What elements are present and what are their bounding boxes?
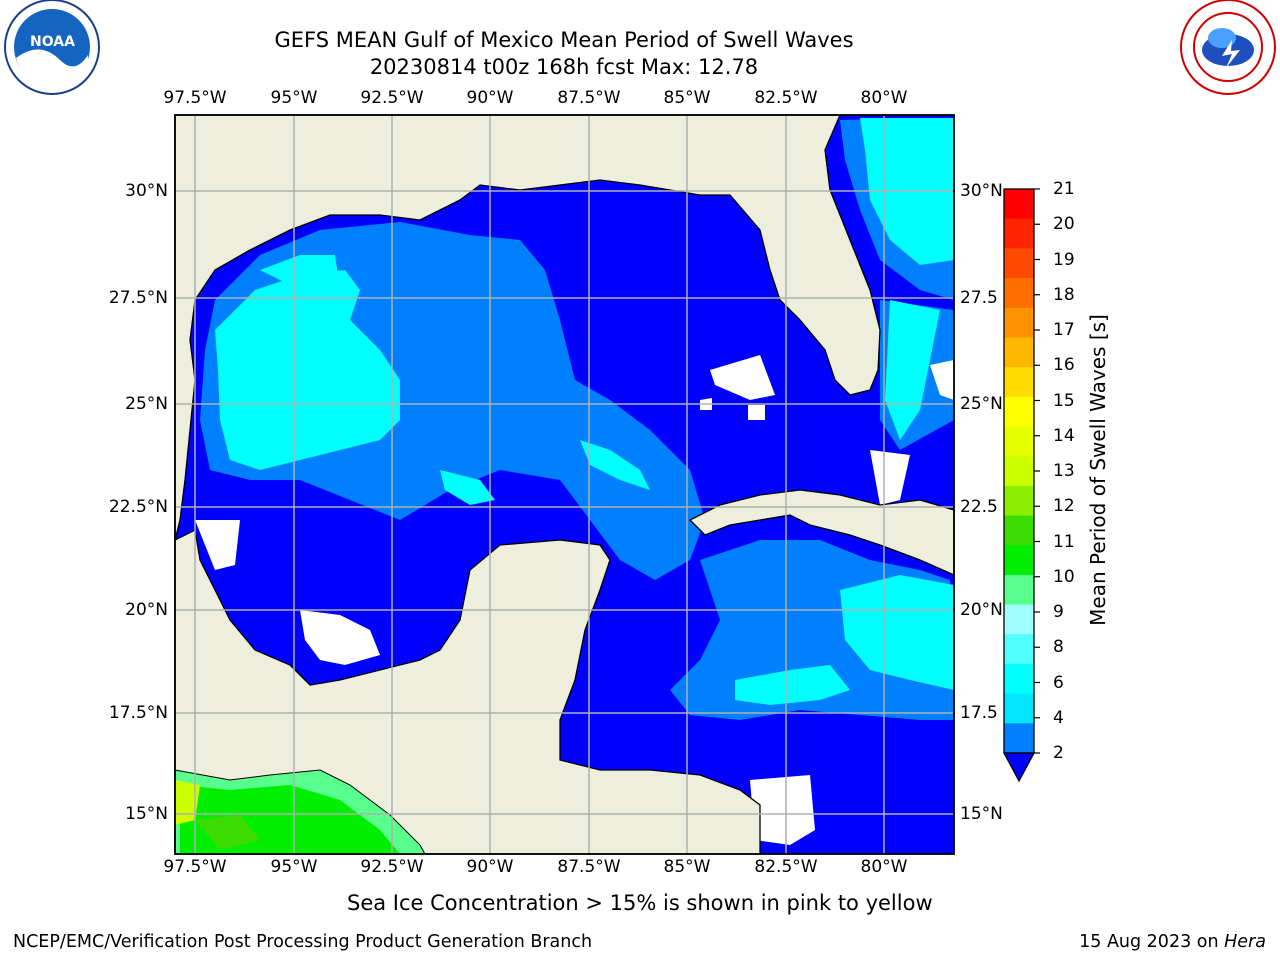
colorbar-tick-label: 13 bbox=[1053, 461, 1075, 481]
colorbar-swatch bbox=[1004, 515, 1034, 546]
colorbar-tick-label: 14 bbox=[1053, 425, 1075, 446]
colorbar-swatch bbox=[1004, 396, 1034, 427]
lat-label-left: 15°N bbox=[125, 804, 168, 824]
footer-credit: NCEP/EMC/Verification Post Processing Pr… bbox=[13, 932, 593, 952]
lat-label-right: 15°N bbox=[960, 804, 1003, 824]
chart-title: GEFS MEAN Gulf of Mexico Mean Period of … bbox=[274, 28, 854, 52]
lat-label-left: 22.5°N bbox=[108, 497, 168, 517]
lat-label-left: 25°N bbox=[125, 394, 168, 414]
lon-label-top: 87.5°W bbox=[557, 88, 621, 108]
colorbar-tick-label: 16 bbox=[1053, 355, 1075, 376]
colorbar-swatch bbox=[1004, 456, 1034, 487]
lon-label-top: 97.5°W bbox=[163, 88, 227, 108]
colorbar-swatch bbox=[1004, 307, 1034, 338]
colorbar-tick-label: 6 bbox=[1053, 672, 1064, 693]
colorbar-swatch bbox=[1004, 485, 1034, 517]
lon-label-top: 85°W bbox=[663, 88, 711, 108]
noaa-logo bbox=[4, 0, 100, 95]
colorbar-tick-label: 17 bbox=[1053, 320, 1075, 340]
colorbar-tick-label: 19 bbox=[1053, 249, 1075, 270]
lon-label-top: 92.5°W bbox=[360, 88, 424, 108]
lon-label-bottom: 97.5°W bbox=[163, 857, 227, 877]
colorbar-tick-label: 18 bbox=[1053, 284, 1075, 305]
lat-label-right: 20°N bbox=[960, 600, 1003, 620]
lon-label-bottom: 90°W bbox=[466, 857, 514, 877]
undefined-value-patches bbox=[195, 355, 954, 845]
nws-logo bbox=[1180, 0, 1276, 95]
lat-label-left: 20°N bbox=[125, 600, 168, 620]
colorbar-swatch bbox=[1004, 545, 1034, 576]
colorbar-swatch bbox=[1004, 278, 1034, 309]
colorbar-tick-label: 8 bbox=[1053, 637, 1064, 658]
lon-label-bottom: 82.5°W bbox=[754, 857, 818, 877]
colorbar-tick-label: 2 bbox=[1053, 743, 1064, 763]
lat-label-left: 17.5°N bbox=[108, 703, 168, 723]
colorbar-swatch bbox=[1004, 693, 1034, 724]
lon-label-bottom: 87.5°W bbox=[557, 857, 621, 877]
lon-label-bottom: 95°W bbox=[270, 857, 318, 877]
swell-4-6-region bbox=[215, 118, 954, 705]
lon-label-top: 82.5°W bbox=[754, 88, 818, 108]
lon-label-top: 95°W bbox=[270, 88, 318, 108]
colorbar-swatch bbox=[1004, 367, 1034, 398]
lat-label-left: 27.5°N bbox=[108, 288, 168, 308]
lat-label-right: 27.5 bbox=[960, 288, 998, 308]
colorbar-swatch bbox=[1004, 574, 1034, 606]
colorbar-swatch bbox=[1004, 634, 1034, 665]
lon-label-bottom: 92.5°W bbox=[360, 857, 424, 877]
pacific-swell-region bbox=[174, 769, 426, 855]
map-frame bbox=[174, 114, 955, 855]
colorbar-label: Mean Period of Swell Waves [s] bbox=[1086, 314, 1110, 626]
colorbar-swatch bbox=[1004, 426, 1034, 457]
footer-date: 15 Aug 2023 on Hera bbox=[1079, 932, 1266, 952]
colorbar-tick-label: 15 bbox=[1053, 390, 1075, 411]
colorbar-swatch bbox=[1004, 218, 1034, 249]
lat-label-left: 30°N bbox=[125, 181, 168, 201]
lat-label-right: 25°N bbox=[960, 394, 1003, 414]
sea-ice-caption-text: Sea Ice Concentration > 15% is shown in … bbox=[347, 891, 933, 915]
lon-label-top: 80°W bbox=[860, 88, 908, 108]
colorbar-swatch bbox=[1004, 604, 1034, 635]
colorbar-extend-arrow bbox=[1002, 752, 1036, 783]
chart-subtitle: 20230814 t00z 168h fcst Max: 12.78 bbox=[369, 55, 759, 79]
lat-label-right: 22.5 bbox=[960, 497, 998, 517]
lon-label-bottom: 80°W bbox=[860, 857, 908, 877]
lon-label-bottom: 85°W bbox=[663, 857, 711, 877]
colorbar-swatch bbox=[1004, 189, 1034, 220]
colorbar-swatch bbox=[1004, 663, 1034, 695]
noaa-logo-text: NOAA bbox=[30, 34, 75, 50]
colorbar-tick-label: 11 bbox=[1053, 531, 1075, 552]
footer-date-text: 15 Aug 2023 on bbox=[1079, 932, 1225, 952]
colorbar-tick-label: 20 bbox=[1053, 214, 1075, 235]
colorbar-tick-label: 4 bbox=[1053, 707, 1064, 728]
lon-label-top: 90°W bbox=[466, 88, 514, 108]
colorbar-swatch bbox=[1004, 337, 1034, 368]
lat-label-right: 30°N bbox=[960, 181, 1003, 201]
colorbar-tick-label: 12 bbox=[1053, 496, 1075, 517]
colorbar-swatch bbox=[1004, 723, 1034, 754]
colorbar-tick-label: 21 bbox=[1053, 179, 1075, 199]
graticule bbox=[175, 115, 954, 854]
colorbar bbox=[1002, 188, 1040, 783]
colorbar-tick-label: 10 bbox=[1053, 566, 1075, 587]
footer-host: Hera bbox=[1224, 932, 1266, 952]
lat-label-right: 17.5 bbox=[960, 703, 998, 723]
colorbar-swatch bbox=[1004, 248, 1034, 279]
colorbar-tick-label: 9 bbox=[1053, 602, 1064, 622]
